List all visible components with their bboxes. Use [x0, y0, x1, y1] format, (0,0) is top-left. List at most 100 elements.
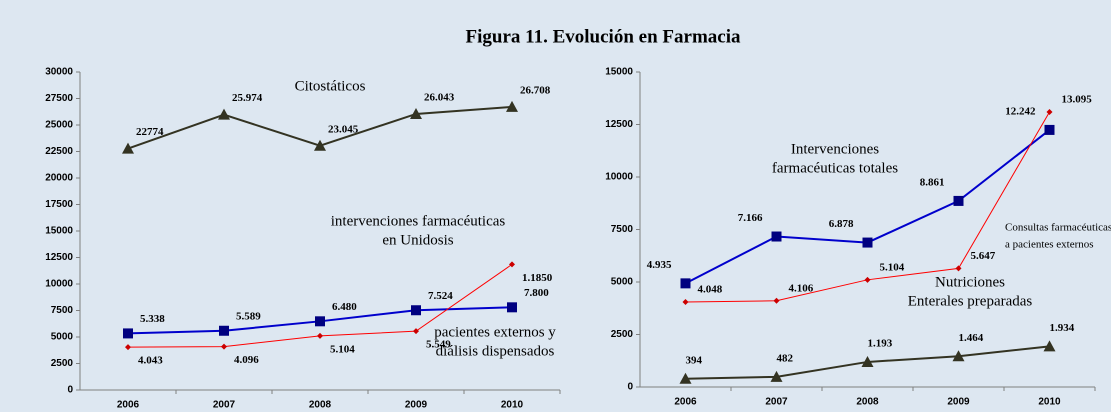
marker — [770, 370, 783, 382]
marker — [317, 332, 323, 339]
data-label: 5.647 — [971, 250, 996, 262]
marker — [955, 265, 962, 272]
data-label: 7.524 — [428, 290, 453, 302]
marker — [123, 328, 133, 339]
y-tick-label: 12500 — [45, 252, 73, 263]
y-tick-label: 17500 — [45, 199, 73, 210]
data-label: 5.104 — [880, 261, 905, 273]
data-label: 7.800 — [524, 287, 549, 299]
y-tick-label: 27500 — [45, 93, 73, 104]
y-tick-label: 30000 — [45, 67, 73, 78]
y-tick-label: 5000 — [51, 332, 74, 343]
y-tick-label: 12500 — [605, 119, 633, 130]
y-tick-label: 20000 — [45, 173, 73, 184]
data-label: 26.043 — [424, 91, 455, 103]
y-tick-label: 10000 — [605, 172, 633, 183]
y-tick-label: 7500 — [611, 224, 634, 235]
x-tick-label: 2007 — [765, 397, 788, 408]
marker — [413, 328, 419, 335]
data-label: 4.043 — [138, 355, 163, 367]
data-label: 1.1850 — [522, 272, 553, 284]
series-annotation: Citostáticos — [295, 78, 366, 94]
marker — [864, 276, 871, 283]
x-tick-label: 2010 — [1038, 397, 1061, 408]
marker — [680, 278, 691, 289]
series-annotation: Enterales preparadas — [908, 293, 1033, 309]
data-label: 22774 — [136, 126, 164, 138]
data-label: 4.935 — [647, 259, 672, 271]
series-annotation: a pacientes externos — [1005, 239, 1094, 251]
series-annotation: Consultas farmacéuticas — [1005, 222, 1111, 234]
marker — [315, 316, 325, 327]
marker — [861, 355, 874, 367]
marker — [507, 302, 517, 313]
data-label: 5.589 — [236, 310, 261, 322]
data-label: 1.934 — [1050, 322, 1075, 334]
data-label: 12.242 — [1005, 105, 1036, 117]
marker — [1043, 340, 1056, 352]
marker — [411, 305, 421, 316]
series-annotation: farmacéuticas totales — [772, 160, 898, 176]
x-tick-label: 2008 — [856, 397, 879, 408]
data-label: 6.878 — [829, 218, 854, 230]
y-tick-label: 22500 — [45, 146, 73, 157]
series-annotation: intervenciones farmacéuticas — [331, 213, 506, 229]
series-annotation: en Unidosis — [382, 232, 453, 248]
data-label: 5.104 — [330, 343, 355, 355]
y-tick-label: 7500 — [51, 305, 74, 316]
y-tick-label: 10000 — [45, 279, 73, 290]
data-label: 4.106 — [789, 282, 814, 294]
marker — [773, 297, 780, 304]
x-tick-label: 2006 — [117, 400, 140, 411]
x-tick-label: 2009 — [405, 400, 428, 411]
data-label: 26.708 — [520, 84, 551, 96]
data-label: 4.096 — [234, 354, 259, 366]
x-tick-label: 2006 — [674, 397, 697, 408]
series-annotation: pacientes externos y — [434, 324, 556, 340]
data-label: 13.095 — [1062, 94, 1093, 106]
series-annotation: diálisis dispensados — [436, 343, 555, 359]
data-label: 1.193 — [868, 337, 893, 349]
data-label: 25.974 — [232, 92, 263, 104]
marker — [314, 139, 326, 151]
x-tick-label: 2010 — [501, 400, 524, 411]
marker — [771, 231, 782, 242]
x-tick-label: 2009 — [947, 397, 970, 408]
marker — [221, 343, 227, 350]
marker — [682, 298, 689, 305]
marker — [509, 261, 515, 268]
data-label: 394 — [686, 354, 703, 366]
y-tick-label: 15000 — [605, 67, 633, 78]
x-tick-label: 2007 — [213, 400, 236, 411]
marker — [862, 237, 873, 248]
marker — [125, 344, 131, 351]
y-tick-label: 0 — [67, 385, 73, 396]
data-label: 6.480 — [332, 301, 357, 313]
data-label: 7.166 — [738, 212, 763, 224]
data-label: 23.045 — [328, 123, 359, 135]
marker — [1044, 124, 1055, 135]
y-tick-label: 15000 — [45, 226, 73, 237]
marker — [218, 108, 230, 120]
y-tick-label: 2500 — [611, 329, 634, 340]
y-tick-label: 2500 — [51, 358, 74, 369]
marker — [953, 195, 964, 206]
figure-title: Figura 11. Evolución en Farmacia — [466, 26, 741, 47]
data-label: 482 — [777, 352, 794, 364]
marker — [122, 142, 134, 154]
marker — [679, 372, 692, 384]
y-tick-label: 25000 — [45, 120, 73, 131]
data-label: 5.338 — [140, 313, 165, 325]
data-label: 8.861 — [920, 176, 945, 188]
x-tick-label: 2008 — [309, 400, 332, 411]
marker — [952, 350, 965, 362]
y-tick-label: 5000 — [611, 277, 634, 288]
data-label: 5.549 — [426, 339, 451, 351]
series-annotation: Intervenciones — [791, 141, 879, 157]
marker — [410, 107, 422, 119]
marker — [1046, 109, 1053, 116]
y-tick-label: 0 — [627, 382, 633, 393]
series-annotation: Nutriciones — [935, 274, 1005, 290]
